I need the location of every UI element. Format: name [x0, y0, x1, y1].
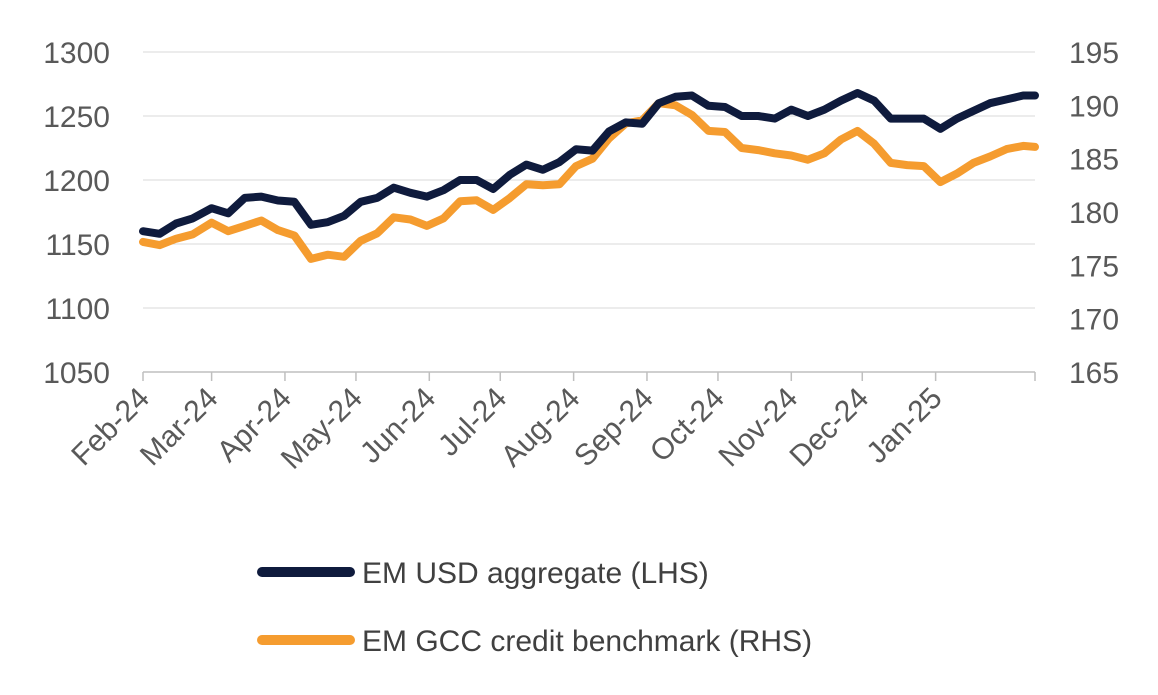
- x-tick-label: Jan-25: [860, 382, 948, 470]
- y-right-tick-label: 185: [1069, 144, 1119, 177]
- series-line-em-gcc-credit-benchmark: [139, 99, 1039, 263]
- y-right-tick-label: 175: [1069, 250, 1119, 283]
- y-left-tick-label: 1050: [43, 357, 110, 390]
- legend: EM USD aggregate (LHS) EM GCC credit benc…: [257, 557, 812, 658]
- x-tick-label: May-24: [275, 382, 369, 476]
- y-right-tick-label: 180: [1069, 197, 1119, 230]
- y-left-tick-label: 1300: [43, 37, 110, 70]
- series-line-em-usd-aggregate: [139, 89, 1039, 238]
- legend-label: EM USD aggregate (LHS): [362, 557, 709, 590]
- gridlines: [143, 51, 1035, 309]
- x-tick-label: Dec-24: [784, 382, 876, 474]
- x-axis-ticks: Feb-24Mar-24Apr-24May-24Jun-24Jul-24Aug-…: [65, 372, 1036, 476]
- x-tick-label: Jun-24: [354, 382, 442, 470]
- x-tick-label: Mar-24: [134, 382, 225, 473]
- x-tick-label: Aug-24: [495, 382, 587, 474]
- y-right-tick-label: 170: [1069, 304, 1119, 337]
- y-left-tick-label: 1250: [43, 101, 110, 134]
- y-right-tick-label: 165: [1069, 357, 1119, 390]
- y-right-tick-label: 190: [1069, 90, 1119, 123]
- series-layer: [139, 89, 1039, 263]
- x-tick-label: Feb-24: [65, 382, 156, 473]
- right-axis-ticks: 165 170 175 180 185 190 195: [1069, 37, 1119, 390]
- y-left-tick-label: 1200: [43, 165, 110, 198]
- x-tick-label: Nov-24: [713, 382, 805, 474]
- y-left-tick-label: 1150: [45, 229, 110, 262]
- y-right-tick-label: 195: [1069, 37, 1119, 70]
- y-left-tick-label: 1100: [45, 293, 110, 326]
- legend-label: EM GCC credit benchmark (RHS): [362, 625, 812, 658]
- left-axis-ticks: 1050 1100 1150 1200 1250 1300: [43, 37, 110, 390]
- x-tick-label: Sep-24: [568, 382, 660, 474]
